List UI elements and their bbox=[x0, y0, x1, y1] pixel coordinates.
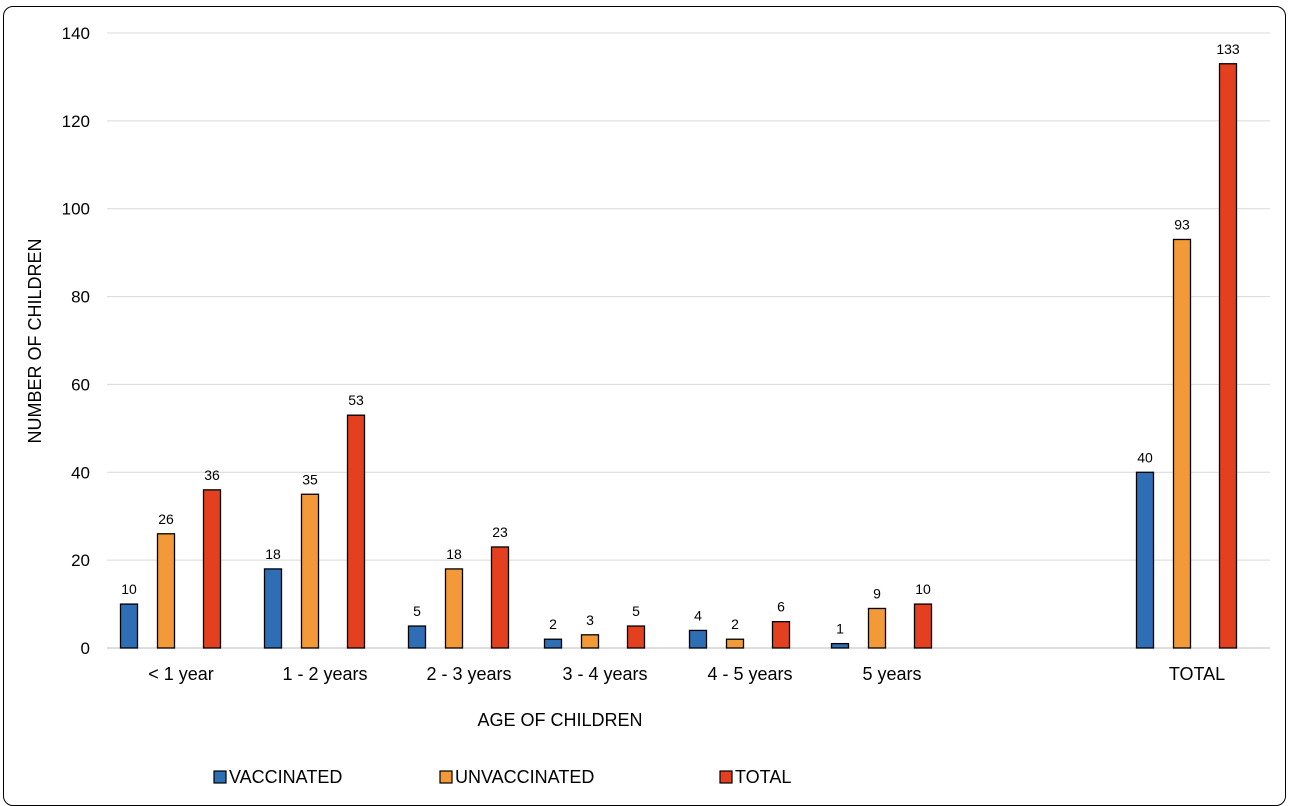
legend-swatch bbox=[213, 770, 227, 784]
data-label: 2 bbox=[549, 616, 557, 632]
bar-vaccinated bbox=[543, 638, 563, 649]
data-label: 18 bbox=[446, 546, 462, 562]
x-category-label: 3 - 4 years bbox=[562, 664, 647, 684]
bar-unvaccinated bbox=[580, 634, 600, 649]
x-category-label: 4 - 5 years bbox=[707, 664, 792, 684]
data-label: 53 bbox=[348, 392, 364, 408]
x-category-label: TOTAL bbox=[1169, 664, 1225, 684]
x-axis-title: AGE OF CHILDREN bbox=[477, 710, 642, 730]
y-tick-label: 40 bbox=[71, 463, 90, 482]
data-label: 9 bbox=[873, 585, 881, 601]
bar-unvaccinated bbox=[1172, 238, 1192, 649]
data-label: 1 bbox=[836, 621, 844, 637]
data-label: 10 bbox=[915, 581, 931, 597]
bar-total bbox=[346, 414, 366, 649]
bar-unvaccinated bbox=[725, 638, 745, 649]
y-tick-label: 100 bbox=[62, 200, 90, 219]
data-label: 40 bbox=[1137, 449, 1153, 465]
y-tick-label: 20 bbox=[71, 551, 90, 570]
legend-swatch bbox=[719, 770, 733, 784]
legend: VACCINATED UNVACCINATED TOTAL bbox=[213, 767, 791, 787]
bar-total bbox=[771, 620, 791, 649]
legend-label: VACCINATED bbox=[229, 767, 342, 787]
bars bbox=[119, 63, 1238, 649]
x-category-label: 1 - 2 years bbox=[282, 664, 367, 684]
data-label: 23 bbox=[492, 524, 508, 540]
bar-total bbox=[1218, 63, 1238, 649]
data-label: 26 bbox=[158, 511, 174, 527]
data-label: 133 bbox=[1216, 41, 1240, 57]
bar-vaccinated bbox=[830, 642, 850, 649]
data-label: 18 bbox=[265, 546, 281, 562]
data-label: 2 bbox=[731, 616, 739, 632]
data-label: 5 bbox=[632, 603, 640, 619]
data-label: 93 bbox=[1174, 216, 1190, 232]
bar-vaccinated bbox=[119, 603, 139, 649]
bar-unvaccinated bbox=[867, 607, 887, 649]
legend-label: UNVACCINATED bbox=[455, 767, 594, 787]
legend-label: TOTAL bbox=[735, 767, 791, 787]
data-label: 36 bbox=[204, 467, 220, 483]
bar-vaccinated bbox=[263, 568, 283, 649]
y-tick-label: 60 bbox=[71, 375, 90, 394]
y-tick-label: 80 bbox=[71, 288, 90, 307]
gridlines bbox=[107, 32, 1270, 649]
bar-unvaccinated bbox=[300, 493, 320, 649]
y-tick-labels: 0 20 40 60 80 100 120 140 bbox=[62, 24, 90, 658]
x-category-labels: < 1 year 1 - 2 years 2 - 3 years 3 - 4 year… bbox=[148, 664, 1225, 684]
data-label: 5 bbox=[413, 603, 421, 619]
bar-total bbox=[490, 546, 510, 649]
data-label: 3 bbox=[586, 612, 594, 628]
bar-total bbox=[913, 603, 933, 649]
data-label: 6 bbox=[777, 599, 785, 615]
bar-vaccinated bbox=[688, 629, 708, 649]
y-tick-label: 120 bbox=[62, 112, 90, 131]
legend-swatch bbox=[439, 770, 453, 784]
data-label: 10 bbox=[121, 581, 137, 597]
y-tick-label: 0 bbox=[81, 639, 90, 658]
x-category-label: 5 years bbox=[862, 664, 921, 684]
data-label: 4 bbox=[694, 607, 702, 623]
y-axis-title: NUMBER OF CHILDREN bbox=[25, 238, 45, 443]
chart-frame bbox=[3, 6, 1286, 806]
x-category-label: 2 - 3 years bbox=[426, 664, 511, 684]
bar-vaccinated bbox=[1135, 471, 1155, 649]
data-label: 35 bbox=[302, 471, 318, 487]
y-tick-label: 140 bbox=[62, 24, 90, 43]
data-labels: 10 18 5 2 4 1 40 26 35 18 3 2 9 93 36 53 23 5 6 10 133 bbox=[121, 41, 1240, 637]
bar-unvaccinated bbox=[444, 568, 464, 649]
bar-unvaccinated bbox=[156, 533, 176, 649]
bar-vaccinated bbox=[407, 625, 427, 649]
x-category-label: < 1 year bbox=[148, 664, 214, 684]
bar-total bbox=[202, 489, 222, 649]
bar-total bbox=[626, 625, 646, 649]
